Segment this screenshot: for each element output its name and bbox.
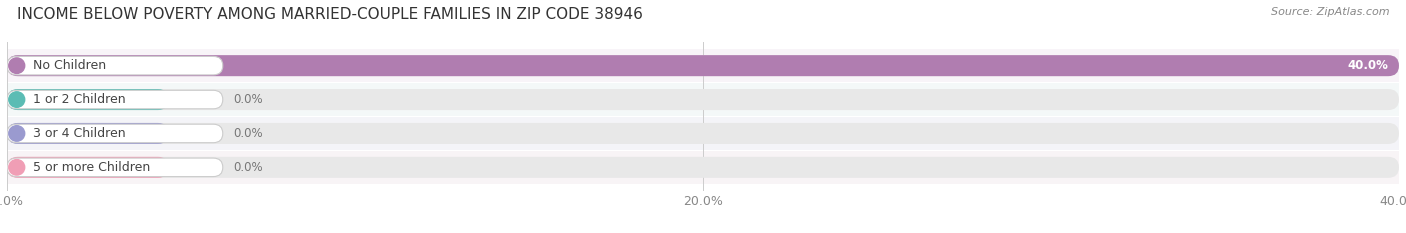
FancyBboxPatch shape	[7, 124, 222, 143]
FancyBboxPatch shape	[7, 117, 1399, 150]
Text: INCOME BELOW POVERTY AMONG MARRIED-COUPLE FAMILIES IN ZIP CODE 38946: INCOME BELOW POVERTY AMONG MARRIED-COUPL…	[17, 7, 643, 22]
FancyBboxPatch shape	[7, 158, 222, 177]
FancyBboxPatch shape	[7, 55, 1399, 76]
Text: No Children: No Children	[34, 59, 107, 72]
FancyBboxPatch shape	[7, 49, 1399, 82]
FancyBboxPatch shape	[7, 123, 1399, 144]
FancyBboxPatch shape	[7, 83, 1399, 116]
Circle shape	[8, 92, 25, 107]
FancyBboxPatch shape	[7, 89, 1399, 110]
FancyBboxPatch shape	[7, 157, 1399, 178]
Text: 40.0%: 40.0%	[1348, 59, 1389, 72]
Text: 5 or more Children: 5 or more Children	[34, 161, 150, 174]
FancyBboxPatch shape	[7, 123, 169, 144]
Text: 0.0%: 0.0%	[233, 161, 263, 174]
FancyBboxPatch shape	[7, 151, 1399, 184]
Circle shape	[8, 126, 25, 141]
FancyBboxPatch shape	[7, 90, 222, 109]
FancyBboxPatch shape	[7, 157, 169, 178]
FancyBboxPatch shape	[7, 89, 169, 110]
Text: Source: ZipAtlas.com: Source: ZipAtlas.com	[1271, 7, 1389, 17]
Circle shape	[8, 160, 25, 175]
Text: 0.0%: 0.0%	[233, 93, 263, 106]
Text: 0.0%: 0.0%	[233, 127, 263, 140]
FancyBboxPatch shape	[7, 55, 1399, 76]
Text: 1 or 2 Children: 1 or 2 Children	[34, 93, 127, 106]
FancyBboxPatch shape	[7, 56, 222, 75]
Text: 3 or 4 Children: 3 or 4 Children	[34, 127, 127, 140]
Circle shape	[8, 58, 25, 73]
